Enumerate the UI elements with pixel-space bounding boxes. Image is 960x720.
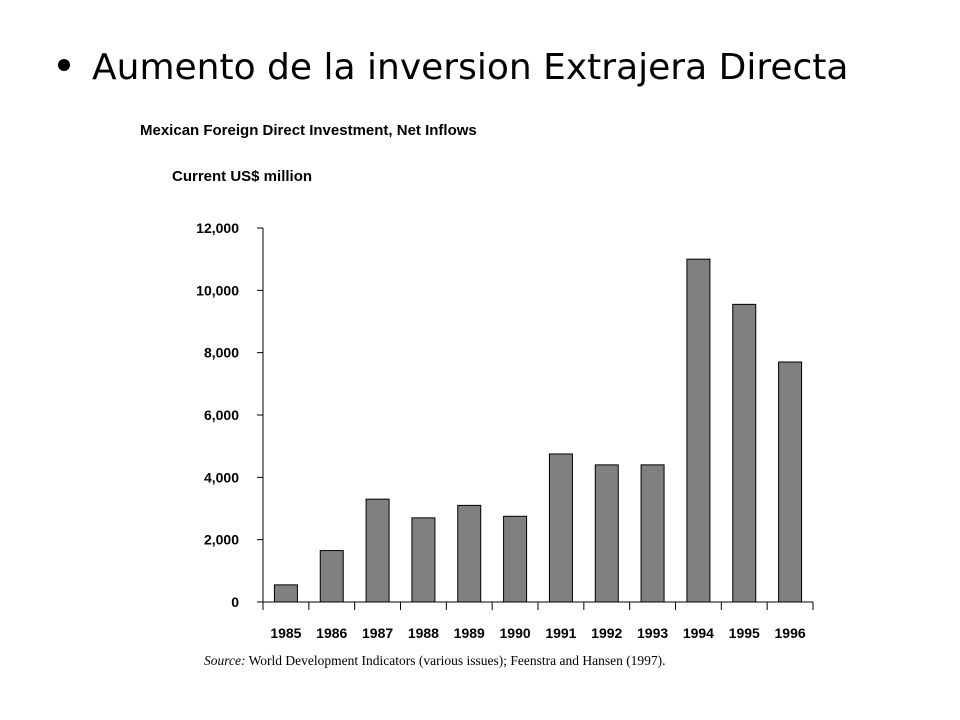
x-tick-label: 1993 [637, 625, 668, 641]
bar-1990 [503, 515, 528, 603]
y-tick-label: 8,000 [204, 345, 239, 361]
bar-1989 [457, 504, 482, 603]
y-tick-label: 12,000 [196, 220, 239, 236]
y-axis: 0 2,000 4,000 6,000 8,000 10,000 12,000 [196, 220, 264, 610]
bullet-dot-icon [58, 59, 70, 71]
bars [273, 258, 803, 603]
y-tick-label: 4,000 [204, 469, 239, 485]
bar-1986 [319, 550, 344, 603]
slide-bullet: Aumento de la inversion Extrajera Direct… [58, 46, 848, 90]
chart-title: Mexican Foreign Direct Investment, Net I… [140, 122, 477, 139]
y-tick-label: 6,000 [204, 407, 239, 423]
y-tick-label: 0 [231, 594, 239, 610]
x-tick-label: 1987 [362, 625, 393, 641]
x-tick-label: 1988 [408, 625, 439, 641]
bar-1994 [686, 258, 711, 603]
x-tick-label: 1996 [775, 625, 806, 641]
bar-1995 [732, 303, 757, 603]
y-tick-label: 2,000 [204, 532, 239, 548]
bar-1993 [640, 464, 665, 603]
x-tick-label: 1989 [454, 625, 485, 641]
x-tick-label: 1985 [270, 625, 301, 641]
x-tick-label: 1986 [316, 625, 347, 641]
x-axis: 1985 1986 1987 1988 1989 1990 1991 1992 1993 1994… [262, 601, 814, 641]
source-note: Source: World Development Indicators (va… [204, 653, 666, 669]
x-tick-label: 1992 [591, 625, 622, 641]
bullet-text: Aumento de la inversion Extrajera Direct… [92, 47, 849, 88]
source-text: World Development Indicators (various is… [248, 653, 666, 668]
x-tick-label: 1994 [683, 625, 714, 641]
x-tick-label: 1990 [500, 625, 531, 641]
chart-subtitle: Current US$ million [172, 168, 312, 185]
bar-1988 [411, 517, 436, 603]
bar-1985 [273, 584, 298, 603]
x-tick-label: 1991 [545, 625, 576, 641]
bar-1991 [548, 453, 573, 603]
x-tick-label: 1995 [729, 625, 760, 641]
bar-1996 [778, 361, 803, 603]
y-tick-label: 10,000 [196, 282, 239, 298]
source-label: Source: [204, 653, 246, 668]
bar-1987 [365, 498, 390, 603]
bar-1992 [594, 464, 619, 603]
